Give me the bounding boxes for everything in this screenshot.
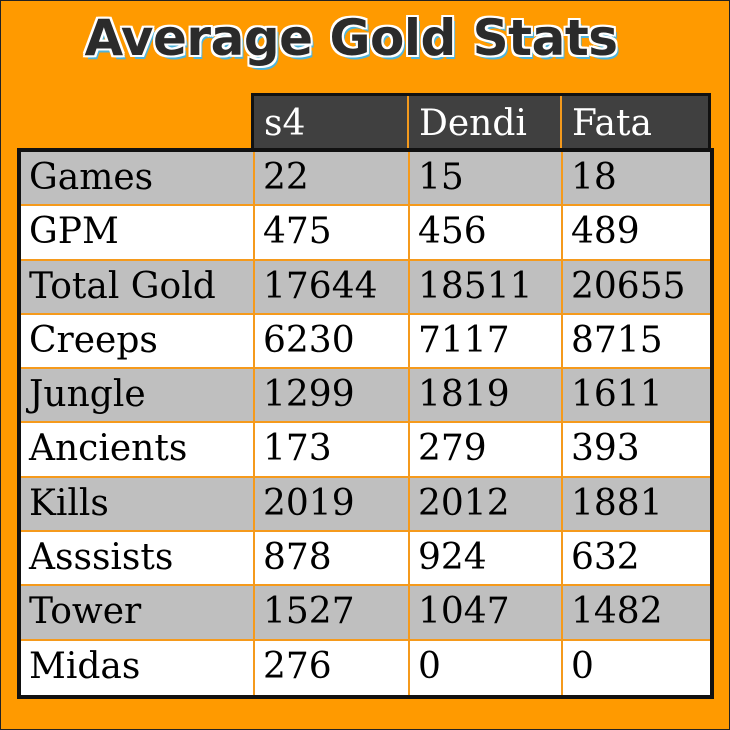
cell-dendi: 7117 — [410, 314, 563, 368]
cell-s4: 17644 — [255, 260, 410, 313]
column-header-fata: Fata — [572, 103, 652, 144]
cell-dendi: 279 — [410, 423, 563, 476]
table-row: Games 22 15 18 — [21, 152, 710, 207]
cell-s4: 475 — [255, 206, 410, 259]
cell-s4: 878 — [255, 532, 410, 585]
cell-fata: 393 — [571, 428, 640, 470]
cell-s4: 1299 — [255, 369, 410, 422]
cell-s4: 22 — [255, 152, 410, 205]
cell-dendi: 18511 — [410, 260, 563, 313]
column-header-s4: s4 — [254, 96, 409, 149]
table-row: Asssists 878 924 632 — [21, 532, 710, 587]
row-label: Kills — [21, 477, 255, 531]
cell-s4: 2019 — [255, 477, 410, 531]
table-header: s4 Dendi Fata — [251, 93, 711, 149]
cell-fata: 0 — [571, 645, 594, 687]
cell-dendi: 456 — [410, 206, 563, 259]
table-row: Kills 2019 2012 1881 — [21, 477, 710, 533]
table-row: GPM 475 456 489 — [21, 206, 710, 261]
cell-dendi: 1819 — [410, 369, 563, 422]
cell-s4: 1527 — [255, 586, 410, 639]
cell-s4: 6230 — [255, 314, 410, 368]
cell-fata: 8715 — [571, 319, 663, 361]
row-label: Asssists — [21, 532, 255, 585]
cell-fata: 632 — [571, 537, 640, 579]
row-label: Total Gold — [21, 260, 255, 313]
row-label: Jungle — [21, 369, 255, 422]
cell-fata: 1482 — [571, 591, 663, 633]
table-row: Jungle 1299 1819 1611 — [21, 369, 710, 424]
row-label: Midas — [21, 640, 255, 695]
cell-fata: 18 — [571, 157, 617, 198]
row-label: Games — [21, 152, 255, 205]
cell-dendi: 924 — [410, 532, 563, 585]
row-label: Creeps — [21, 314, 255, 368]
table-row: Creeps 6230 7117 8715 — [21, 314, 710, 370]
cell-dendi: 2012 — [410, 477, 563, 531]
table-row: Tower 1527 1047 1482 — [21, 586, 710, 641]
cell-fata: 1611 — [571, 374, 663, 416]
column-header-dendi: Dendi — [409, 96, 562, 149]
row-label: Tower — [21, 586, 255, 639]
cell-fata: 489 — [571, 211, 640, 253]
cell-fata: 1881 — [571, 482, 663, 524]
row-label: GPM — [21, 206, 255, 259]
table-row: Midas 276 0 0 — [21, 640, 710, 695]
cell-fata: 20655 — [571, 265, 686, 307]
cell-dendi: 0 — [410, 640, 563, 695]
table-row: Ancients 173 279 393 — [21, 423, 710, 478]
cell-dendi: 15 — [410, 152, 563, 205]
row-label: Ancients — [21, 423, 255, 476]
table-row: Total Gold 17644 18511 20655 — [21, 260, 710, 315]
cell-s4: 173 — [255, 423, 410, 476]
page-title: Average Gold Stats — [84, 9, 618, 67]
cell-s4: 276 — [255, 640, 410, 695]
stats-table: Games 22 15 18 GPM 475 456 489 Total Gol… — [17, 148, 714, 699]
cell-dendi: 1047 — [410, 586, 563, 639]
